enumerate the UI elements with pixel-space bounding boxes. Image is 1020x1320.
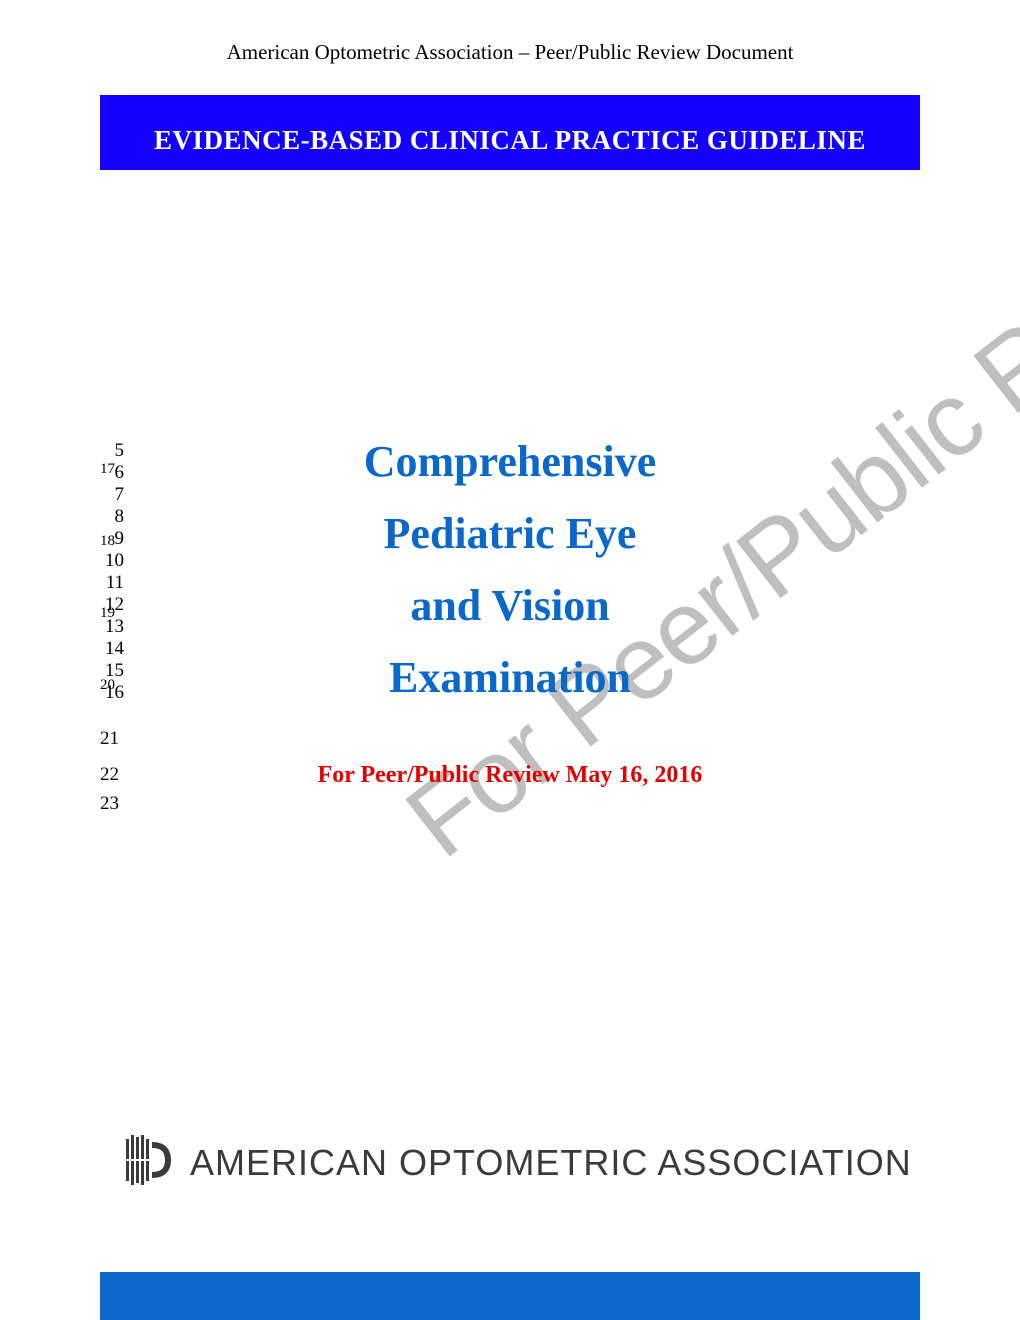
title-banner: EVIDENCE-BASED CLINICAL PRACTICE GUIDELI… xyxy=(100,95,920,170)
title-line: 20 Examination xyxy=(100,656,920,700)
organization-logo: AMERICAN OPTOMETRIC ASSOCIATION xyxy=(120,1135,912,1190)
title-line: 17 Comprehensive xyxy=(100,440,920,484)
line-num: 21 xyxy=(100,728,119,750)
line-num: 7 xyxy=(100,484,124,506)
banner-text: EVIDENCE-BASED CLINICAL PRACTICE GUIDELI… xyxy=(154,125,866,155)
line-num: 23 xyxy=(100,793,119,815)
page-header: American Optometric Association – Peer/P… xyxy=(100,40,920,65)
title-line: 18 Pediatric Eye xyxy=(100,512,920,556)
title-word: Comprehensive xyxy=(364,437,657,486)
title-word: Pediatric Eye xyxy=(384,509,637,558)
line-num: 19 xyxy=(100,606,115,621)
document-title-block: 17 Comprehensive 18 Pediatric Eye 19 and… xyxy=(100,440,920,819)
review-text: For Peer/Public Review May 16, 2016 xyxy=(318,762,703,788)
line-num: 18 xyxy=(100,534,115,549)
logo-text: AMERICAN OPTOMETRIC ASSOCIATION xyxy=(190,1142,912,1184)
aoa-logo-icon xyxy=(120,1135,176,1190)
title-word: and Vision xyxy=(410,581,609,630)
line-num: 22 xyxy=(100,764,119,786)
review-date-line: 22 For Peer/Public Review May 16, 2016 xyxy=(100,762,920,789)
footer-bar xyxy=(100,1272,920,1320)
title-word: Examination xyxy=(389,653,631,702)
line-num: 20 xyxy=(100,678,115,693)
line-num: 17 xyxy=(100,462,115,477)
title-line: 19 and Vision xyxy=(100,584,920,628)
